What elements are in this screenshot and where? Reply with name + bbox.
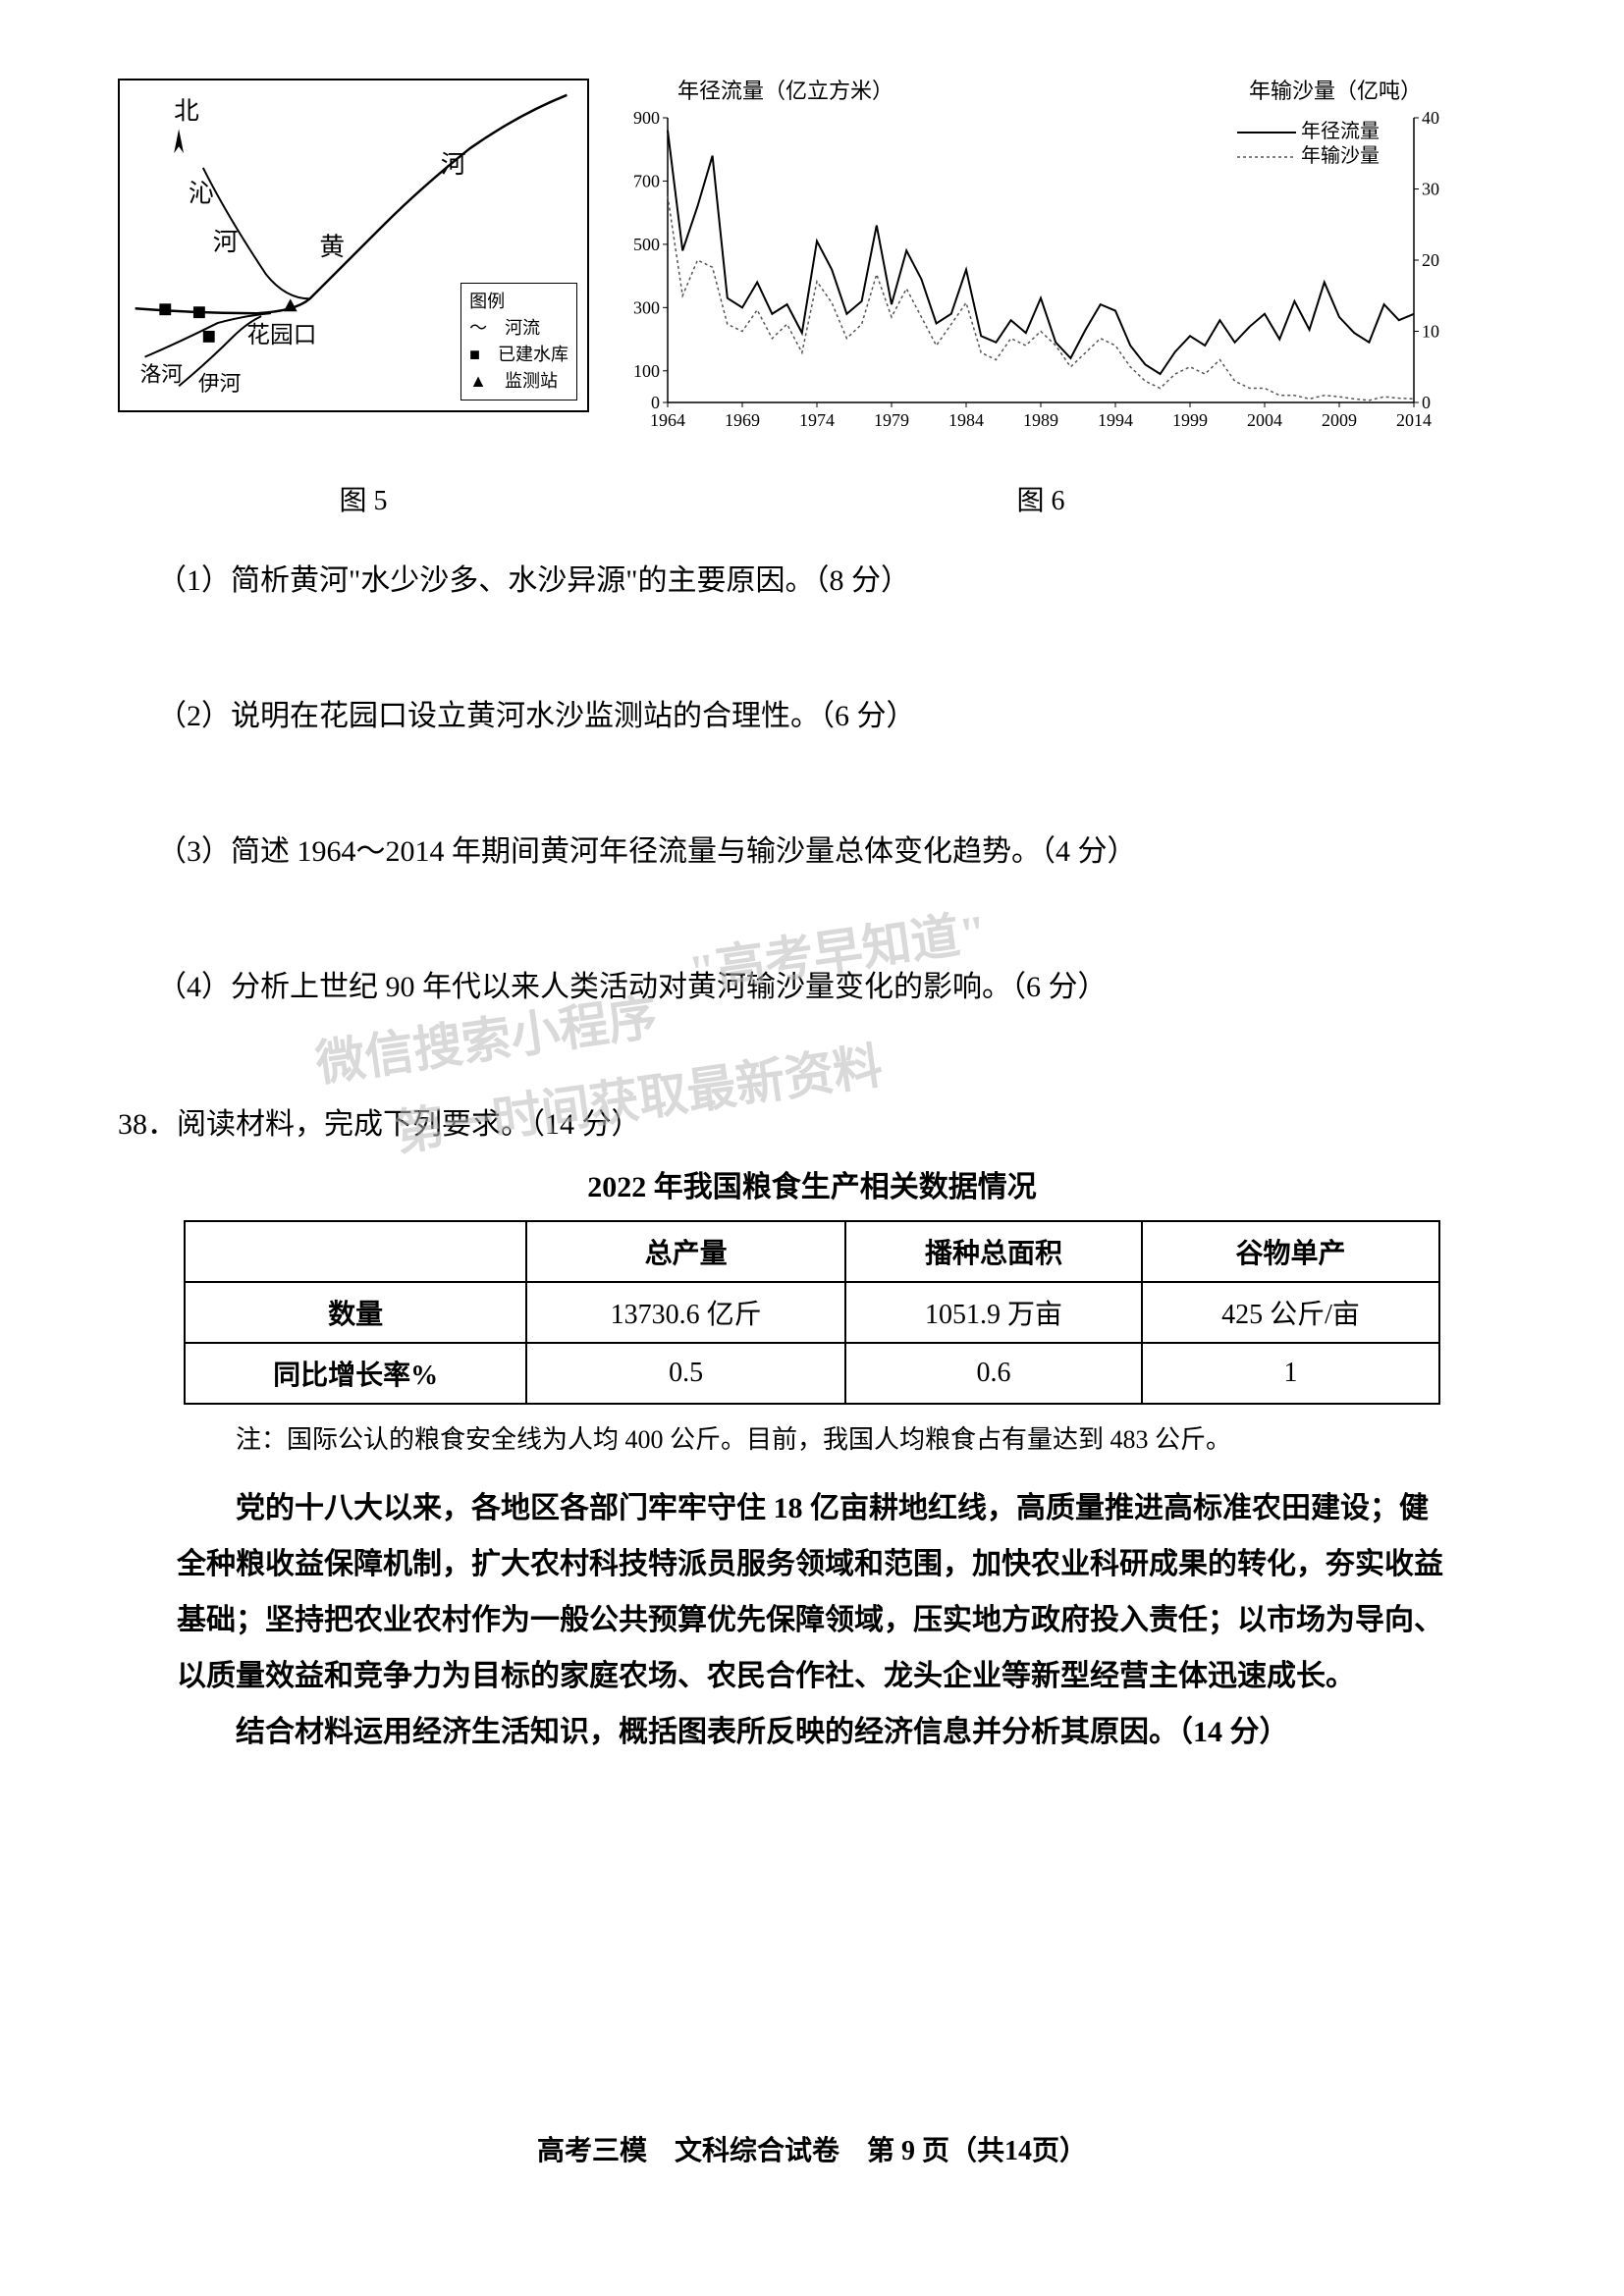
svg-text:年输沙量（亿吨）: 年输沙量（亿吨） <box>1249 79 1422 103</box>
paragraph: 党的十八大以来，各地区各部门牢牢守住 18 亿亩耕地红线，高质量推进高标准农田建… <box>177 1480 1447 1704</box>
he-label: 河 <box>441 150 466 179</box>
qin-label2: 河 <box>213 228 239 256</box>
map-figure: 北 沁 河 黄 河 花园口 <box>118 79 589 452</box>
table-title: 2022 年我国粮食生产相关数据情况 <box>118 1162 1506 1205</box>
svg-text:300: 300 <box>633 297 660 317</box>
watermark-3: 第一时间获取最新资料 <box>390 1027 886 1165</box>
captions-row: 图 5 图 6 <box>118 471 1506 518</box>
svg-text:2014: 2014 <box>1396 410 1432 430</box>
table-cell: 13730.6 亿斤 <box>526 1282 845 1343</box>
figures-row: 北 沁 河 黄 河 花园口 <box>118 79 1506 452</box>
question-2: （2）说明在花园口设立黄河水沙监测站的合理性。（6 分） <box>157 693 1506 740</box>
north-arrow-icon <box>174 129 184 153</box>
north-label: 北 <box>174 97 199 126</box>
luo-label: 洛河 <box>140 362 183 386</box>
table-cell: 数量 <box>185 1282 526 1343</box>
map-container: 北 沁 河 黄 河 花园口 <box>118 79 589 412</box>
svg-text:40: 40 <box>1422 108 1439 128</box>
svg-text:1974: 1974 <box>799 410 835 430</box>
question-3: （3）简述 1964～2014 年期间黄河年径流量与输沙量总体变化趋势。（4 分… <box>157 828 1506 876</box>
svg-text:年径流量: 年径流量 <box>1301 120 1380 142</box>
legend-station: ▲ 监测站 <box>469 368 568 395</box>
table-cell: 425 公斤/亩 <box>1142 1282 1439 1343</box>
svg-text:1999: 1999 <box>1172 410 1208 430</box>
svg-text:年径流量（亿立方米）: 年径流量（亿立方米） <box>677 79 893 103</box>
page-footer: 高考三模 文科综合试卷 第 9 页（共14页） <box>0 2129 1624 2168</box>
svg-text:1979: 1979 <box>874 410 909 430</box>
svg-text:30: 30 <box>1422 180 1439 199</box>
yi-label: 伊河 <box>198 372 241 396</box>
station-icon <box>284 298 298 311</box>
svg-text:0: 0 <box>651 393 660 412</box>
svg-text:100: 100 <box>633 361 660 381</box>
legend-river: 〜 河流 <box>469 315 568 342</box>
legend-title: 图例 <box>469 289 568 315</box>
svg-text:20: 20 <box>1422 250 1439 270</box>
question-4: （4）分析上世纪 90 年代以来人类活动对黄河输沙量变化的影响。（6 分） <box>157 964 1506 1011</box>
svg-text:0: 0 <box>1422 393 1431 412</box>
final-question: 结合材料运用经济生活知识，概括图表所反映的经济信息并分析其原因。（14 分） <box>177 1704 1447 1760</box>
reservoir-icon <box>193 306 205 318</box>
table-row: 数量13730.6 亿斤1051.9 万亩425 公斤/亩 <box>185 1282 1439 1343</box>
table-row: 同比增长率%0.50.61 <box>185 1343 1439 1404</box>
huang-label: 黄 <box>319 233 345 261</box>
table-cell: 1 <box>1142 1343 1439 1404</box>
svg-text:10: 10 <box>1422 322 1439 342</box>
svg-text:1994: 1994 <box>1098 410 1133 430</box>
chart-svg: 年径流量（亿立方米） 年输沙量（亿吨） 0 100 300 500 700 900 0 10 20 3… <box>609 79 1473 452</box>
huayuankou-label: 花园口 <box>246 322 316 348</box>
svg-text:900: 900 <box>633 108 660 128</box>
table-note: 注：国际公认的粮食安全线为人均 400 公斤。目前，我国人均粮食占有量达到 48… <box>236 1419 1388 1456</box>
qin-label: 沁 <box>189 180 214 208</box>
svg-text:1964: 1964 <box>650 410 685 430</box>
map-caption: 图 5 <box>118 479 609 518</box>
data-table: 总产量播种总面积谷物单产数量13730.6 亿斤1051.9 万亩425 公斤/… <box>184 1220 1440 1405</box>
table-header: 谷物单产 <box>1142 1221 1439 1282</box>
question-1: （1）简析黄河"水少沙多、水沙异源"的主要原因。（8 分） <box>157 558 1506 605</box>
legend-reservoir: ■ 已建水库 <box>469 342 568 368</box>
chart-container: 年径流量（亿立方米） 年输沙量（亿吨） 0 100 300 500 700 900 0 10 20 3… <box>609 79 1473 452</box>
svg-text:500: 500 <box>633 235 660 254</box>
table-header: 总产量 <box>526 1221 845 1282</box>
svg-text:1969: 1969 <box>725 410 760 430</box>
table-cell: 0.6 <box>845 1343 1142 1404</box>
svg-text:2004: 2004 <box>1247 410 1282 430</box>
svg-text:1984: 1984 <box>948 410 984 430</box>
svg-text:2009: 2009 <box>1322 410 1357 430</box>
table-cell: 0.5 <box>526 1343 845 1404</box>
svg-text:1989: 1989 <box>1023 410 1058 430</box>
table-cell: 同比增长率% <box>185 1343 526 1404</box>
reservoir-icon <box>159 303 171 315</box>
map-legend: 图例 〜 河流 ■ 已建水库 ▲ 监测站 <box>460 283 577 400</box>
svg-text:年输沙量: 年输沙量 <box>1301 144 1380 167</box>
table-cell: 1051.9 万亩 <box>845 1282 1142 1343</box>
table-header <box>185 1221 526 1282</box>
svg-text:700: 700 <box>633 171 660 190</box>
reservoir-icon <box>203 331 215 343</box>
q38-header: 38．阅读材料，完成下列要求。（14 分） <box>118 1099 1506 1143</box>
table-header: 播种总面积 <box>845 1221 1142 1282</box>
chart-caption: 图 6 <box>609 479 1473 518</box>
